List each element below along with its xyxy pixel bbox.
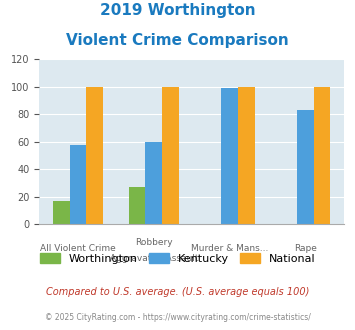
Text: All Violent Crime: All Violent Crime [40,244,116,253]
Bar [70,145,86,224]
Bar [221,88,238,224]
Bar [129,187,146,224]
Text: 2019 Worthington: 2019 Worthington [100,3,255,18]
Text: Murder & Mans...: Murder & Mans... [191,244,268,253]
Bar [238,87,255,224]
Bar [297,110,314,224]
Text: © 2025 CityRating.com - https://www.cityrating.com/crime-statistics/: © 2025 CityRating.com - https://www.city… [45,314,310,322]
Bar [162,87,179,224]
Text: Violent Crime Comparison: Violent Crime Comparison [66,33,289,48]
Bar [86,87,103,224]
Text: Compared to U.S. average. (U.S. average equals 100): Compared to U.S. average. (U.S. average … [46,287,309,297]
Text: Robbery: Robbery [135,238,173,247]
Text: Aggravated Assault: Aggravated Assault [110,254,198,263]
Text: Rape: Rape [294,244,317,253]
Bar [314,87,331,224]
Legend: Worthington, Kentucky, National: Worthington, Kentucky, National [35,249,320,268]
Bar [53,201,70,224]
Bar [146,142,162,224]
